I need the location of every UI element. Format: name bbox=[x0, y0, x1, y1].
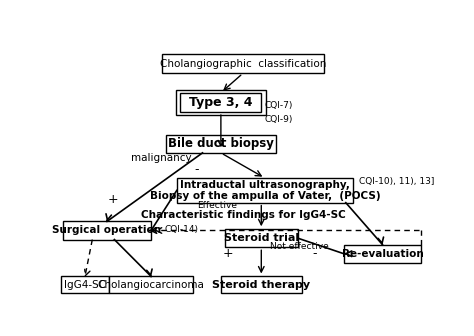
FancyBboxPatch shape bbox=[162, 54, 324, 73]
Text: Steroid trial: Steroid trial bbox=[224, 233, 299, 243]
FancyBboxPatch shape bbox=[344, 245, 421, 263]
Text: +: + bbox=[107, 193, 118, 206]
FancyBboxPatch shape bbox=[109, 277, 193, 293]
Text: CQI-9): CQI-9) bbox=[264, 115, 292, 124]
Text: CQI-7): CQI-7) bbox=[264, 101, 292, 110]
Text: CQI-10), 11), 13]: CQI-10), 11), 13] bbox=[359, 177, 434, 186]
Text: CQI-14): CQI-14) bbox=[165, 225, 199, 234]
FancyBboxPatch shape bbox=[61, 277, 109, 293]
Text: Cholangiocarcinoma: Cholangiocarcinoma bbox=[98, 280, 204, 290]
Text: Bile duct biopsy: Bile duct biopsy bbox=[168, 137, 274, 150]
Text: Cholangiographic  classification: Cholangiographic classification bbox=[160, 58, 326, 69]
Text: Effective: Effective bbox=[197, 201, 237, 210]
Text: Surgical operation: Surgical operation bbox=[53, 225, 162, 236]
Text: Not effective: Not effective bbox=[271, 242, 329, 251]
FancyBboxPatch shape bbox=[221, 277, 301, 293]
Text: -: - bbox=[312, 247, 317, 260]
Text: +: + bbox=[223, 247, 234, 260]
Text: malignancy: malignancy bbox=[131, 153, 191, 163]
Text: Type 3, 4: Type 3, 4 bbox=[189, 96, 253, 109]
FancyBboxPatch shape bbox=[177, 178, 353, 203]
FancyBboxPatch shape bbox=[225, 229, 298, 247]
FancyBboxPatch shape bbox=[181, 93, 261, 112]
Text: Intraductal ultrasonography,
Biopsy of the ampulla of Vater,  (POCS): Intraductal ultrasonography, Biopsy of t… bbox=[150, 179, 380, 201]
FancyBboxPatch shape bbox=[166, 135, 276, 153]
Text: Characteristic findings for IgG4-SC: Characteristic findings for IgG4-SC bbox=[141, 210, 345, 220]
Text: Steroid therapy: Steroid therapy bbox=[212, 280, 310, 290]
Text: IgG4-SC: IgG4-SC bbox=[64, 280, 106, 290]
Text: -: - bbox=[195, 163, 199, 176]
FancyBboxPatch shape bbox=[63, 221, 151, 240]
Text: Re-evaluation: Re-evaluation bbox=[342, 249, 423, 259]
